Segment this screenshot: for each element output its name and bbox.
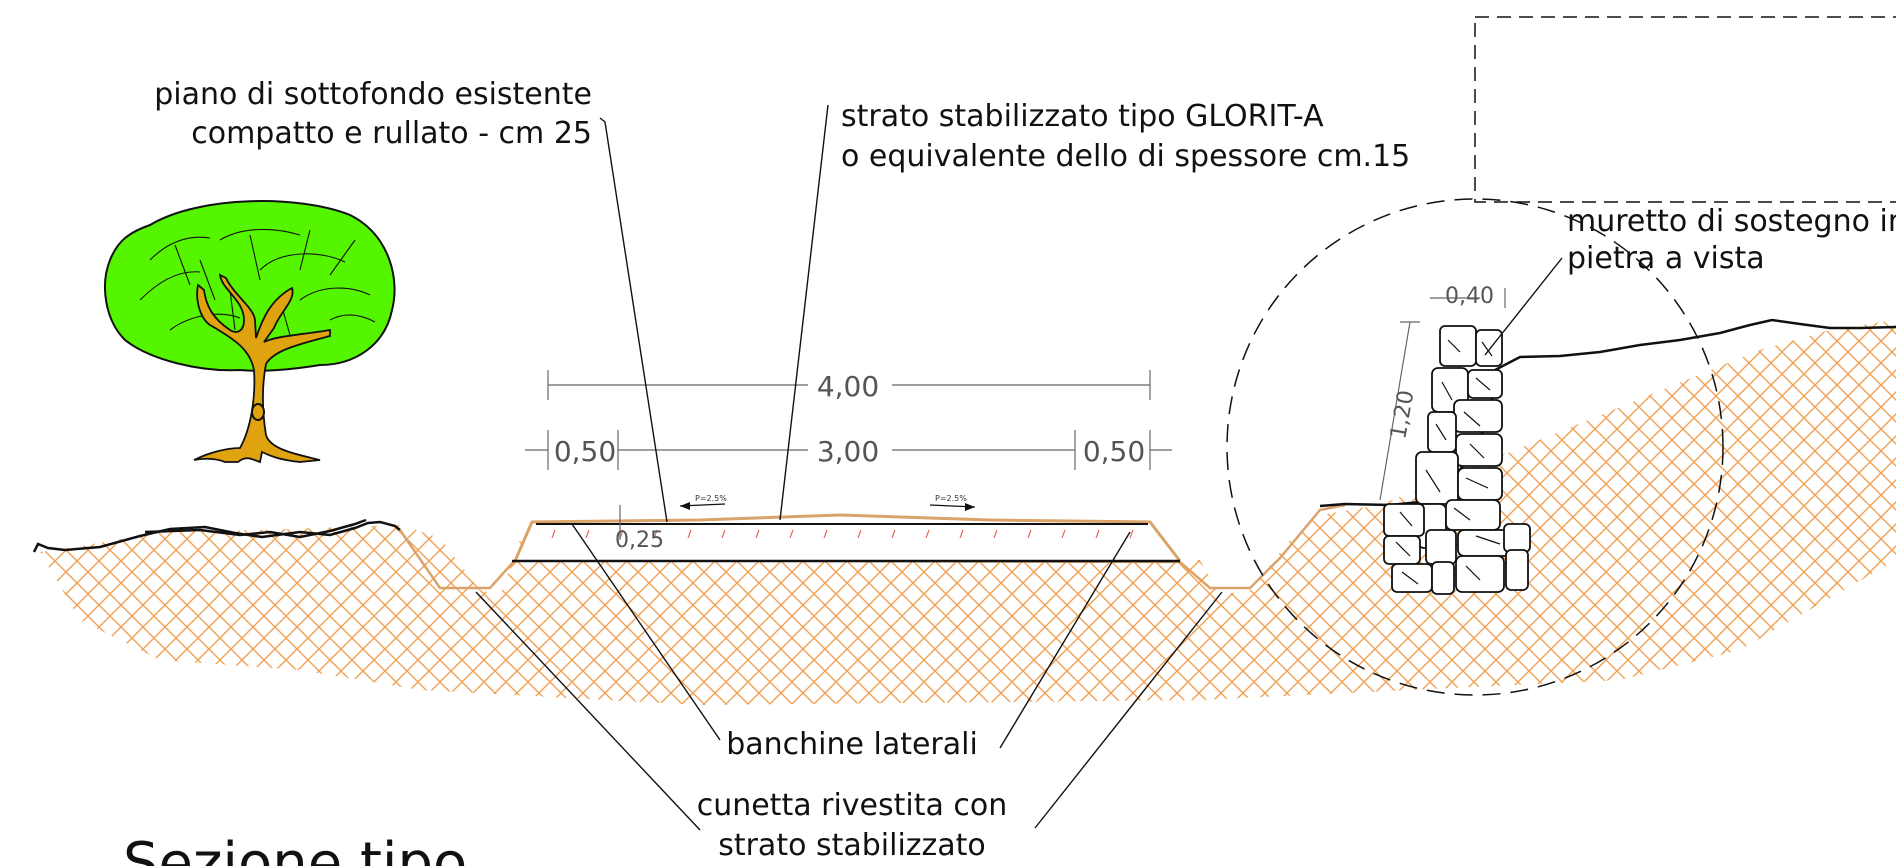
ground-line-left — [32, 520, 401, 553]
dim-wall-width: 0,40 — [1445, 284, 1494, 309]
ground-under-tree — [144, 518, 367, 539]
tree-knot — [251, 403, 265, 421]
dim-layer-thickness: 0,25 — [615, 528, 664, 553]
label-strato-line2: o equivalente dello di spessore cm.15 — [841, 139, 1410, 174]
dim-wall-height: 1,20 — [1386, 388, 1419, 441]
tree-canopy — [104, 200, 396, 372]
dashed-building-outline — [1474, 16, 1896, 203]
ground-hatch — [40, 320, 1896, 705]
road-body — [512, 513, 1182, 563]
label-strato-line1: strato stabilizzato tipo GLORIT-A — [841, 99, 1324, 134]
dimensions — [525, 288, 1506, 540]
label-piano-line1: piano di sottofondo esistente — [154, 77, 592, 112]
tree-trunk — [193, 273, 331, 464]
tree-illustration — [104, 200, 396, 539]
label-cunetta-line2: strato stabilizzato — [718, 828, 986, 863]
label-muretto-line1: muretto di sostegno in — [1567, 204, 1896, 239]
dim-total-width: 4,00 — [817, 370, 879, 403]
dim-right-shoulder: 0,50 — [1083, 435, 1145, 468]
excavation-outline — [398, 503, 1346, 590]
stone-texture-lines — [1395, 339, 1501, 585]
dim-left-shoulder: 0,50 — [554, 435, 616, 468]
label-muretto-line2: pietra a vista — [1567, 241, 1765, 276]
label-cunetta-line1: cunetta rivestita con — [697, 788, 1008, 823]
slope-label-left: P=2.5% — [695, 494, 727, 503]
slope-label-right: P=2.5% — [935, 494, 967, 503]
drawing-title: Sezione tipo — [123, 831, 467, 866]
road-surface-line — [513, 513, 1182, 562]
leader-lines — [475, 104, 1563, 831]
dim-carriageway: 3,00 — [817, 435, 879, 468]
label-banchine: banchine laterali — [726, 727, 978, 762]
detail-circle — [1226, 198, 1724, 696]
tree-canopy-strokes — [139, 228, 376, 336]
slope-arrows — [679, 502, 976, 511]
label-piano-line2: compatto e rullato - cm 25 — [191, 116, 592, 151]
